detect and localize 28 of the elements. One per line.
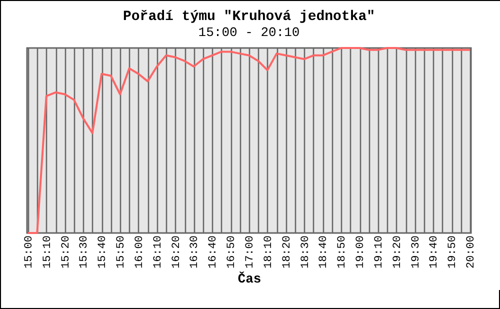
- chart-title: Pořadí týmu "Kruhová jednotka": [122, 9, 376, 25]
- x-tick-label: 15:00: [23, 236, 36, 269]
- x-tick-label: 19:10: [373, 236, 386, 269]
- x-tick-label: 19:40: [428, 236, 441, 269]
- x-axis-title: Čas: [238, 272, 262, 287]
- x-tick-label: 15:10: [42, 236, 54, 269]
- x-tick-label: 16:00: [134, 236, 146, 269]
- x-tick-label: 16:40: [208, 236, 220, 269]
- x-tick-label: 19:00: [355, 236, 368, 269]
- x-tick-label: 18:20: [281, 236, 294, 269]
- x-tick-label: 20:00: [466, 236, 478, 269]
- x-tick-label: 19:50: [447, 236, 460, 269]
- x-tick-label: 15:50: [116, 236, 128, 269]
- x-tick-label: 16:10: [152, 236, 164, 269]
- chart-subtitle: 15:00 - 20:10: [198, 25, 300, 40]
- x-tick-label: 16:50: [226, 236, 238, 269]
- x-tick-label: 16:20: [170, 236, 183, 269]
- x-tick-label: 18:50: [336, 236, 349, 269]
- x-tick-label: 15:20: [60, 236, 72, 269]
- x-tick-label: 18:10: [262, 236, 275, 269]
- x-tick-label: 16:30: [189, 236, 202, 269]
- x-tick-label: 19:30: [410, 236, 422, 269]
- x-tick-label: 19:20: [392, 236, 404, 269]
- x-tick-label: 15:30: [78, 236, 91, 269]
- x-tick-label: 18:30: [300, 236, 312, 269]
- x-tick-label: 15:40: [97, 236, 110, 269]
- x-tick-label: 17:00: [244, 236, 256, 269]
- x-tick-label: 18:40: [318, 236, 330, 269]
